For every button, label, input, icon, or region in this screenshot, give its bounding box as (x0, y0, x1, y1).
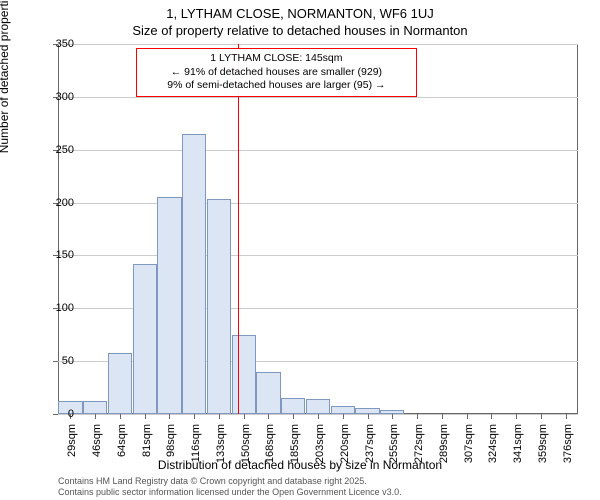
x-tick-label: 116sqm (190, 424, 202, 474)
x-tick-mark (467, 414, 468, 419)
x-tick-label: 255sqm (388, 424, 400, 474)
y-tick-label: 350 (34, 38, 74, 50)
x-tick-mark (95, 414, 96, 419)
x-tick-mark (442, 414, 443, 419)
gridline-h (58, 255, 578, 256)
chart-title-block: 1, LYTHAM CLOSE, NORMANTON, WF6 1UJ Size… (0, 0, 600, 38)
histogram-bar (108, 353, 132, 414)
y-tick-label: 300 (34, 91, 74, 103)
gridline-h (58, 97, 578, 98)
x-tick-label: 272sqm (413, 424, 425, 474)
x-tick-mark (318, 414, 319, 419)
x-tick-mark (491, 414, 492, 419)
y-tick-label: 200 (34, 197, 74, 209)
x-tick-label: 98sqm (165, 424, 177, 474)
x-tick-mark (145, 414, 146, 419)
x-tick-label: 307sqm (463, 424, 475, 474)
histogram-bar (331, 406, 355, 414)
x-tick-label: 150sqm (240, 424, 252, 474)
gridline-h (58, 150, 578, 151)
gridline-h (58, 44, 578, 45)
x-tick-mark (343, 414, 344, 419)
histogram-bar (256, 372, 280, 414)
x-tick-label: 376sqm (562, 424, 574, 474)
histogram-bar (182, 134, 206, 414)
histogram-bar (281, 398, 305, 414)
histogram-bar (133, 264, 157, 414)
annotation-line: 1 LYTHAM CLOSE: 145sqm (143, 52, 410, 66)
x-tick-mark (417, 414, 418, 419)
title-line-2: Size of property relative to detached ho… (0, 23, 600, 38)
y-tick-label: 100 (34, 302, 74, 314)
x-tick-label: 168sqm (264, 424, 276, 474)
x-tick-mark (169, 414, 170, 419)
histogram-bar (157, 197, 181, 414)
x-tick-label: 203sqm (314, 424, 326, 474)
histogram-bar (83, 401, 107, 414)
y-tick-label: 50 (34, 355, 74, 367)
histogram-bar (232, 335, 256, 414)
x-tick-label: 81sqm (141, 424, 153, 474)
gridline-h (58, 203, 578, 204)
plot-area: 1 LYTHAM CLOSE: 145sqm← 91% of detached … (58, 44, 578, 414)
y-tick-label: 250 (34, 144, 74, 156)
y-tick-label: 0 (34, 408, 74, 420)
x-tick-label: 185sqm (289, 424, 301, 474)
title-line-1: 1, LYTHAM CLOSE, NORMANTON, WF6 1UJ (0, 6, 600, 21)
x-tick-label: 237sqm (364, 424, 376, 474)
x-tick-mark (194, 414, 195, 419)
reference-line (238, 44, 239, 414)
footer-line-1: Contains HM Land Registry data © Crown c… (58, 476, 402, 487)
x-tick-mark (516, 414, 517, 419)
footer-line-2: Contains public sector information licen… (58, 487, 402, 498)
x-tick-mark (268, 414, 269, 419)
x-tick-mark (541, 414, 542, 419)
x-tick-mark (120, 414, 121, 419)
y-axis-label: Number of detached properties (0, 0, 11, 153)
x-tick-mark (244, 414, 245, 419)
x-tick-mark (392, 414, 393, 419)
x-tick-mark (566, 414, 567, 419)
x-tick-label: 29sqm (66, 424, 78, 474)
x-tick-label: 359sqm (537, 424, 549, 474)
x-tick-mark (293, 414, 294, 419)
annotation-box: 1 LYTHAM CLOSE: 145sqm← 91% of detached … (136, 48, 417, 97)
x-tick-mark (368, 414, 369, 419)
x-tick-label: 133sqm (215, 424, 227, 474)
histogram-bar (207, 199, 231, 414)
y-tick-label: 150 (34, 249, 74, 261)
x-tick-label: 324sqm (487, 424, 499, 474)
x-tick-label: 289sqm (438, 424, 450, 474)
x-tick-mark (219, 414, 220, 419)
x-tick-label: 220sqm (339, 424, 351, 474)
histogram-bar (306, 399, 330, 414)
x-tick-label: 341sqm (512, 424, 524, 474)
annotation-line: ← 91% of detached houses are smaller (92… (143, 66, 410, 80)
annotation-line: 9% of semi-detached houses are larger (9… (143, 79, 410, 93)
x-tick-label: 46sqm (91, 424, 103, 474)
x-tick-label: 64sqm (116, 424, 128, 474)
attribution-footer: Contains HM Land Registry data © Crown c… (58, 476, 402, 498)
